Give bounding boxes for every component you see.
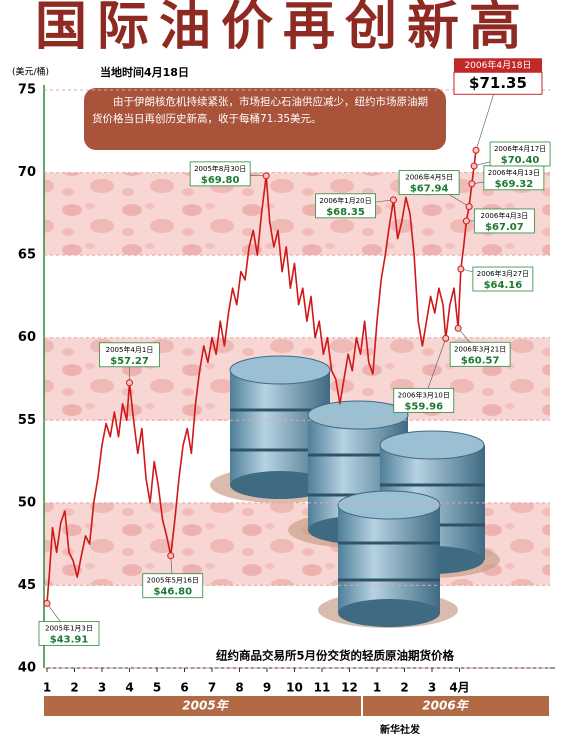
annotation-box: [483, 165, 545, 191]
annotation-box: [472, 266, 534, 292]
annotation-point: [126, 379, 133, 387]
year-label: 2005年: [182, 699, 229, 713]
y-tick-label: 65: [18, 248, 36, 263]
annotation-box: [38, 621, 100, 646]
x-tick-label: 5: [153, 681, 161, 695]
x-tick-label: 10: [286, 681, 303, 695]
source: 新华社发: [380, 723, 421, 736]
annotation-date: 2006年4月13日: [488, 168, 540, 177]
annotation-box: [315, 193, 376, 219]
y-unit: (美元/桶): [12, 66, 49, 78]
x-tick-label: 7: [208, 681, 216, 695]
barrels-illustration: [210, 355, 500, 628]
title: 国际油价再创新高: [35, 0, 531, 57]
annotation-date: 2005年1月3日: [45, 623, 93, 632]
annotation-value: $57.27: [110, 356, 149, 367]
x-tick-label: 9: [263, 681, 271, 695]
x-tick-label: 2: [400, 681, 408, 695]
x-tick-label: 6: [180, 681, 188, 695]
x-tick-label: 8: [235, 681, 243, 695]
annotation-value: $68.35: [326, 207, 365, 218]
annotation-date: 2005年4月1日: [106, 345, 154, 354]
highlight-box: [453, 71, 543, 95]
annotation-date: 2006年4月18日: [464, 59, 531, 71]
highlight-header: [454, 58, 542, 73]
y-tick-label: 50: [18, 495, 36, 510]
x-tick-label: 4月: [449, 681, 469, 695]
annotation-point: [262, 172, 270, 180]
annotation-box: [449, 341, 511, 367]
annotation-value: $67.07: [485, 222, 524, 233]
x-tick-label: 3: [428, 681, 436, 695]
annotation-value: $43.91: [50, 634, 89, 645]
x-tick-label: 11: [314, 681, 331, 695]
annotation-value: $64.16: [484, 280, 523, 291]
annotation-box: [393, 387, 455, 413]
annotation-point: [465, 203, 473, 211]
y-tick-label: 70: [18, 165, 36, 180]
year-label: 2006年: [422, 699, 469, 713]
annotation-value: $71.35: [469, 74, 527, 92]
annotation-box: [142, 573, 204, 599]
annotation-value: $60.57: [461, 355, 500, 366]
year-bar: [44, 696, 549, 716]
annotation-point: [457, 265, 465, 273]
caption: 纽约商品交易所5月份交货的轻质原油期货价格: [216, 649, 454, 663]
annotation-date: 2006年1月20日: [319, 196, 371, 205]
x-tick-label: 12: [341, 681, 358, 695]
annotation-value: $59.96: [404, 401, 443, 412]
annotation-box: [473, 208, 535, 234]
annotation-value: $69.80: [201, 175, 240, 186]
annotation-date: 2005年8月30日: [194, 164, 246, 173]
annotation-box: [99, 342, 160, 368]
annotation-point: [167, 552, 175, 560]
subtitle: 当地时间4月18日: [100, 65, 189, 79]
x-tick-label: 3: [98, 681, 106, 695]
annotation-value: $46.80: [153, 587, 192, 598]
description-box: [84, 88, 446, 150]
annotation-point: [470, 162, 478, 170]
annotation-date: 2006年4月17日: [494, 144, 546, 153]
x-tick-label: 1: [373, 681, 381, 695]
annotation-point: [43, 599, 51, 607]
annotation-date: 2005年5月16日: [147, 576, 199, 585]
x-tick-label: 4: [125, 681, 133, 695]
annotation-date: 2006年3月21日: [454, 344, 506, 353]
annotation-date: 2006年3月27日: [477, 269, 529, 278]
annotation-point: [462, 217, 470, 225]
annotation-value: $70.40: [501, 155, 540, 166]
annotation-point: [390, 196, 397, 204]
x-tick-label: 2: [70, 681, 78, 695]
annotation-date: 2006年4月5日: [405, 173, 453, 182]
annotation-date: 2006年3月10日: [398, 390, 450, 399]
annotation-date: 2006年4月3日: [481, 211, 529, 220]
description: 由于伊朗核危机持续紧张，市场担心石油供应减少，纽约市场原油期货价格当日再创历史新…: [92, 96, 428, 125]
annotation-value: $67.94: [410, 184, 449, 195]
annotation-point: [468, 180, 476, 188]
y-tick-label: 75: [18, 83, 36, 98]
y-tick-label: 45: [18, 578, 36, 593]
y-tick-label: 40: [18, 661, 36, 676]
annotation-box: [398, 170, 460, 195]
y-tick-label: 55: [18, 413, 36, 428]
band: [44, 172, 550, 256]
annotation-point: [472, 146, 480, 154]
y-tick-label: 60: [18, 330, 36, 345]
annotation-point: [454, 324, 462, 332]
annotation-point: [442, 334, 450, 342]
annotation-box: [189, 161, 251, 187]
annotation-box: [489, 141, 551, 167]
x-tick-label: 1: [43, 681, 51, 695]
annotation-value: $69.32: [495, 179, 534, 190]
